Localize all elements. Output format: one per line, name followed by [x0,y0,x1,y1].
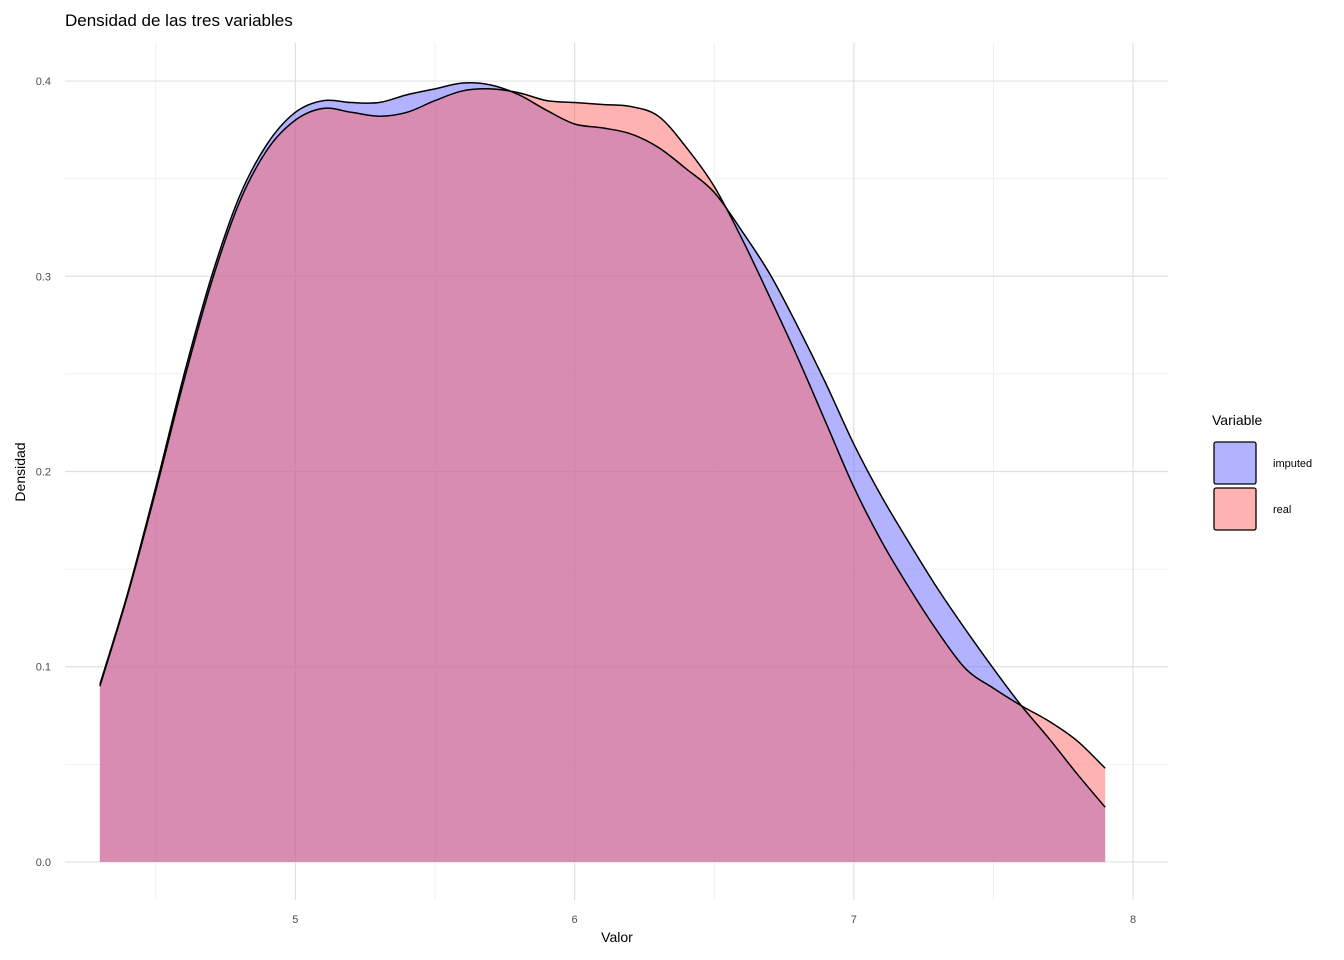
legend-swatch-imputed [1213,441,1257,485]
density-outline-imputed [99,82,1106,808]
y-axis-title: Densidad [12,442,28,501]
x-tick-label: 6 [572,914,578,926]
y-tick-label: 0.0 [36,857,51,869]
y-tick-label: 0.2 [36,467,51,479]
legend-title: Variable [1212,412,1263,428]
x-axis-title: Valor [601,929,633,945]
density-outline-real [99,88,1106,769]
density-areas [99,82,1106,862]
legend: Variable imputed real [1212,412,1312,531]
legend-swatch-real [1213,487,1257,531]
x-tick-label: 8 [1130,914,1136,926]
y-tick-label: 0.1 [36,662,51,674]
density-area-real [99,88,1106,862]
x-tick-label: 5 [292,914,298,926]
x-tick-label: 7 [851,914,857,926]
y-tick-label: 0.4 [36,76,51,88]
y-tick-label: 0.3 [36,271,51,283]
axis-tick-labels: 5 6 7 8 0.0 0.1 0.2 0.3 0.4 [36,76,1136,926]
chart-title: Densidad de las tres variables [65,11,293,30]
legend-label-imputed: imputed [1273,458,1312,470]
legend-label-real: real [1273,504,1291,516]
